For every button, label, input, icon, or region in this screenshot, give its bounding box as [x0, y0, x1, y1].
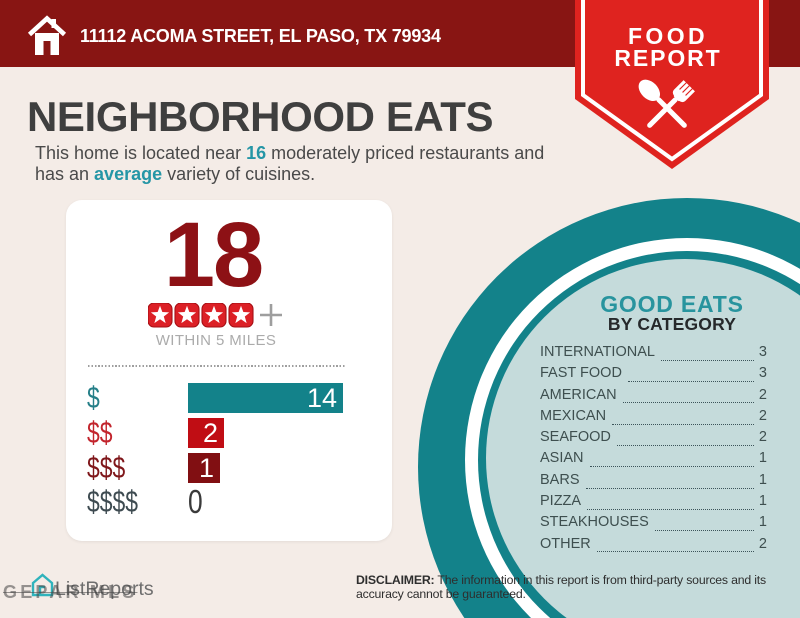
- svg-text:FOOD: FOOD: [628, 23, 708, 49]
- svg-text:REPORT: REPORT: [614, 45, 721, 71]
